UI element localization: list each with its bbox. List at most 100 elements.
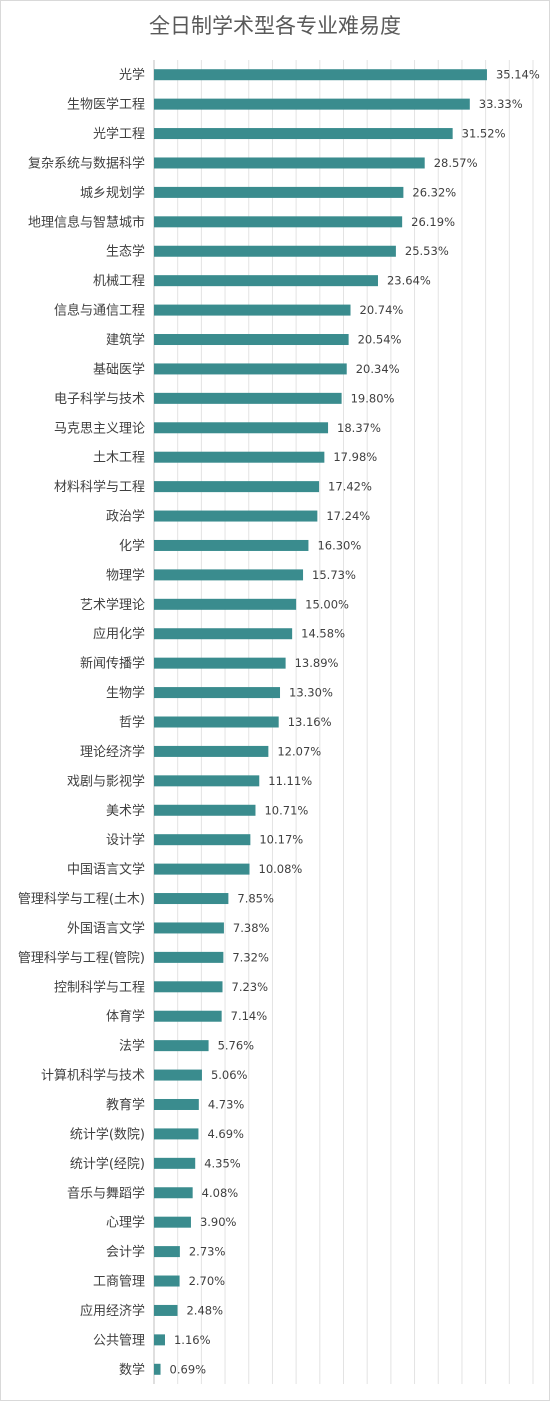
value-label: 7.38% (233, 921, 270, 935)
value-label: 13.30% (289, 686, 333, 700)
category-label: 音乐与舞蹈学 (67, 1185, 145, 1201)
category-label: 材料科学与工程 (54, 479, 145, 495)
category-label: 设计学 (106, 832, 145, 848)
value-label: 4.35% (204, 1156, 241, 1170)
category-label: 土木工程 (93, 451, 145, 466)
category-label: 理论经济学 (80, 744, 145, 760)
value-label: 35.14% (496, 68, 540, 82)
value-label: 5.06% (211, 1068, 248, 1082)
category-label: 计算机科学与技术 (41, 1068, 145, 1084)
bar (154, 275, 378, 287)
category-label: 生态学 (106, 244, 145, 260)
bar (154, 451, 325, 463)
bar (154, 951, 224, 963)
bar (154, 216, 403, 228)
value-label: 25.53% (405, 244, 449, 258)
category-label: 电子科学与技术 (54, 391, 145, 407)
category-label: 戏剧与影视学 (67, 773, 145, 789)
bar (154, 1010, 222, 1022)
bar (154, 245, 396, 257)
category-label: 信息与通信工程 (54, 303, 145, 319)
value-label: 4.73% (208, 1097, 245, 1111)
category-label: 生物学 (106, 685, 145, 701)
bar (154, 687, 281, 699)
value-label: 4.08% (202, 1186, 239, 1200)
value-label: 33.33% (479, 97, 523, 111)
category-label: 工商管理 (93, 1275, 145, 1290)
category-label: 控制科学与工程 (54, 979, 145, 995)
value-label: 15.73% (312, 568, 356, 582)
bar (154, 1246, 180, 1258)
value-label: 28.57% (434, 156, 478, 170)
value-label: 5.76% (218, 1039, 255, 1053)
category-label: 城乡规划学 (80, 185, 145, 201)
value-label: 26.19% (411, 215, 455, 229)
bar (154, 1275, 180, 1287)
value-label: 7.14% (231, 1009, 268, 1023)
value-label: 13.16% (288, 715, 332, 729)
value-label: 2.70% (189, 1274, 226, 1288)
bar (154, 510, 318, 522)
category-label: 地理信息与智慧城市 (28, 214, 145, 230)
category-label: 管理科学与工程(管院) (18, 950, 145, 966)
category-label: 统计学(数院) (70, 1126, 145, 1142)
value-label: 12.07% (277, 744, 321, 758)
category-label: 化学 (119, 538, 145, 554)
bar (154, 598, 297, 610)
bar (154, 334, 349, 346)
category-label: 艺术学理论 (80, 597, 145, 613)
bar (154, 1040, 209, 1052)
category-label: 光学工程 (93, 126, 145, 142)
value-label: 4.69% (207, 1127, 244, 1141)
category-label: 建筑学 (106, 332, 145, 348)
value-label: 16.30% (317, 538, 361, 552)
bar (154, 1187, 193, 1199)
value-label: 7.85% (237, 892, 274, 906)
bar (154, 628, 293, 640)
bar (154, 1216, 191, 1228)
bar (154, 1128, 199, 1140)
value-label: 1.16% (174, 1333, 211, 1347)
bar (154, 775, 260, 787)
category-label: 统计学(经院) (70, 1156, 145, 1172)
chart-title: 全日制学术型各专业难易度 (149, 14, 401, 38)
value-label: 10.71% (264, 803, 308, 817)
category-label: 物理学 (106, 567, 145, 583)
category-label: 公共管理 (93, 1333, 145, 1348)
category-label: 教育学 (106, 1097, 145, 1113)
bar (154, 893, 229, 905)
value-label: 7.23% (232, 980, 269, 994)
bar (154, 716, 279, 728)
bar (154, 1363, 161, 1375)
value-label: 19.80% (351, 391, 395, 405)
value-label: 0.69% (170, 1362, 207, 1376)
category-label: 机械工程 (93, 274, 145, 289)
value-label: 26.32% (412, 185, 456, 199)
bar (154, 1304, 178, 1316)
value-label: 17.98% (333, 450, 377, 464)
value-label: 3.90% (200, 1215, 237, 1229)
bar (154, 1069, 202, 1081)
bar (154, 1098, 199, 1110)
category-label: 基础医学 (93, 361, 145, 377)
value-label: 17.42% (328, 480, 372, 494)
bar (154, 863, 250, 875)
bar (154, 804, 256, 816)
bar (154, 481, 320, 493)
bar (154, 422, 329, 434)
category-label: 美术学 (106, 803, 145, 819)
value-label: 10.17% (259, 833, 303, 847)
category-label: 政治学 (106, 509, 145, 525)
category-label: 生物医学工程 (67, 97, 145, 113)
category-label: 光学 (119, 67, 145, 83)
bar (154, 69, 487, 81)
category-label: 数学 (119, 1362, 145, 1378)
bar (154, 304, 351, 316)
bar (154, 98, 470, 110)
category-label: 法学 (119, 1038, 145, 1054)
value-label: 2.73% (189, 1245, 226, 1259)
bar (154, 745, 269, 757)
bar (154, 657, 286, 669)
bar (154, 363, 347, 375)
value-label: 11.11% (268, 774, 312, 788)
